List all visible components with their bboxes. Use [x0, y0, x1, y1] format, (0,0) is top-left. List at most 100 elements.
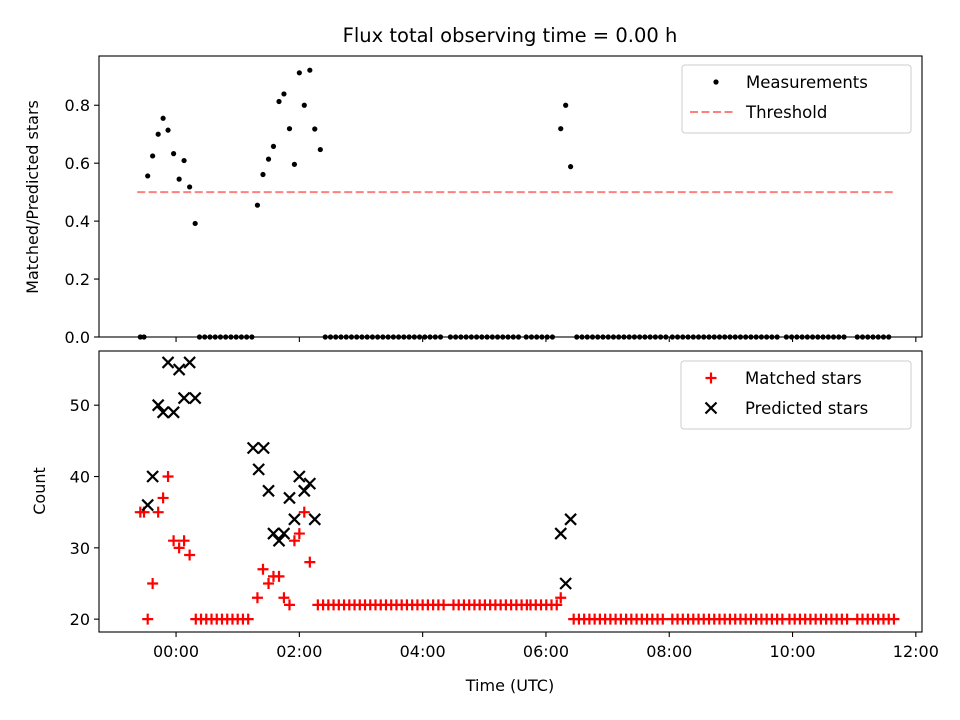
matched-point-4 — [152, 506, 164, 518]
x-axis-label: Time (UTC) — [465, 676, 554, 695]
measurement-point-14 — [265, 156, 272, 162]
measurement-point-9 — [181, 157, 187, 164]
predicted-point-6 — [172, 363, 186, 376]
predicted-point-19 — [293, 470, 306, 483]
matched-point-3 — [147, 578, 159, 590]
predicted-point-9 — [188, 391, 202, 405]
measurement-point-20 — [296, 70, 302, 76]
measurement-point-19 — [291, 161, 298, 167]
x-tick-label-6: 12:00 — [893, 642, 939, 661]
predicted-point-20 — [298, 484, 311, 498]
matched-point-19 — [293, 528, 305, 540]
predicted-point-3 — [156, 406, 170, 419]
predicted-point-16 — [277, 527, 291, 540]
matched-point-17 — [283, 599, 295, 611]
predicted-point-14 — [267, 527, 280, 540]
top-panel: Flux total observing time = 0.00 h Match… — [23, 24, 923, 347]
matched-point-7 — [168, 535, 180, 547]
predicted-point-4 — [161, 356, 175, 369]
matched-baseline-point-116 — [888, 613, 900, 625]
predicted-point-0 — [141, 498, 154, 512]
x-tick-label-1: 02:00 — [276, 642, 322, 661]
predicted-point-5 — [167, 406, 180, 419]
bottom-axes: 20 30 40 50 00:00 02:00 04:00 06:00 08:00 10:00 12… — [70, 350, 939, 661]
matched-point-16 — [278, 592, 290, 604]
measurement-point-2 — [145, 173, 151, 179]
top-y-axis-label: Matched/Predicted stars — [23, 100, 42, 294]
measurement-point-4 — [155, 131, 161, 137]
measurement-point-21 — [301, 102, 307, 108]
x-tick-label-3: 06:00 — [523, 642, 569, 661]
matched-point-15 — [273, 570, 285, 582]
matched-baseline-point-74 — [657, 613, 669, 625]
predicted-point-10 — [246, 441, 260, 455]
predicted-point-18 — [288, 513, 301, 526]
matched-point-6 — [162, 471, 174, 483]
predicted-point-11 — [252, 463, 265, 476]
x-tick-label-0: 00:00 — [153, 642, 199, 661]
bottom-y-tick-label-3: 50 — [70, 396, 90, 415]
predicted-point-13 — [262, 484, 275, 498]
legend-label-0: Matched stars — [745, 369, 862, 388]
predicted-point-21 — [303, 477, 317, 490]
legend-marker-1 — [704, 401, 718, 415]
measurement-point-17 — [281, 91, 287, 97]
top-axes-frame — [98, 55, 923, 338]
predicted-point-24 — [559, 577, 572, 590]
chart-title: Flux total observing time = 0.00 h — [343, 24, 678, 47]
bottom-axes-frame — [98, 350, 923, 633]
measurement-point-11 — [192, 220, 198, 227]
matched-point-18 — [288, 535, 300, 547]
matched-point-22 — [555, 592, 567, 604]
x-tick-label-2: 04:00 — [400, 642, 446, 661]
matched-baseline-point-35 — [438, 599, 450, 611]
matched-point-9 — [178, 535, 190, 547]
matched-baseline-point-108 — [841, 613, 853, 625]
predicted-point-7 — [177, 391, 191, 405]
measurement-point-22 — [307, 67, 313, 73]
predicted-point-15 — [272, 534, 286, 547]
predicted-point-22 — [308, 513, 322, 526]
measurement-point-12 — [254, 202, 261, 208]
bottom-y-tick-label-2: 40 — [70, 468, 90, 487]
top-y-tick-label-3: 0.6 — [65, 154, 90, 173]
measurement-point-15 — [270, 143, 277, 149]
measurement-point-27 — [568, 164, 574, 170]
bottom-legend: Matched stars Predicted stars — [680, 360, 912, 430]
x-tick-label-5: 10:00 — [769, 642, 815, 661]
matched-point-21 — [304, 556, 316, 568]
bottom-y-axis-label: Count — [30, 467, 49, 515]
top-legend: Measurements Threshold — [681, 64, 912, 134]
matched-point-5 — [157, 492, 169, 504]
top-y-tick-label-4: 0.8 — [65, 96, 90, 115]
predicted-point-17 — [283, 491, 296, 505]
top-y-tick-label-1: 0.2 — [65, 270, 90, 289]
measurement-point-3 — [150, 153, 156, 159]
legend-marker-0 — [713, 79, 719, 85]
bottom-plot-area — [134, 356, 900, 625]
legend-label-1: Threshold — [745, 103, 827, 122]
legend-label-1: Predicted stars — [745, 399, 868, 418]
top-y-tick-label-2: 0.4 — [65, 212, 90, 231]
predicted-point-25 — [564, 513, 577, 526]
predicted-point-1 — [146, 470, 159, 483]
measurement-point-24 — [317, 146, 323, 153]
measurement-point-13 — [260, 171, 266, 178]
measurement-point-26 — [563, 102, 569, 108]
matched-point-13 — [263, 578, 275, 590]
bottom-y-tick-label-1: 30 — [70, 539, 90, 558]
predicted-point-8 — [183, 356, 196, 369]
matched-point-20 — [298, 506, 310, 518]
predicted-point-2 — [151, 398, 165, 412]
legend-marker-0 — [705, 372, 717, 384]
measurement-point-5 — [160, 115, 166, 121]
measurement-point-25 — [558, 126, 564, 132]
matched-point-11 — [251, 592, 263, 604]
bottom-y-tick-label-0: 20 — [70, 610, 90, 629]
measurement-point-16 — [276, 98, 282, 105]
predicted-point-23 — [554, 527, 568, 540]
matched-point-10 — [184, 549, 196, 561]
measurement-point-7 — [170, 151, 177, 157]
measurement-point-6 — [165, 127, 171, 133]
